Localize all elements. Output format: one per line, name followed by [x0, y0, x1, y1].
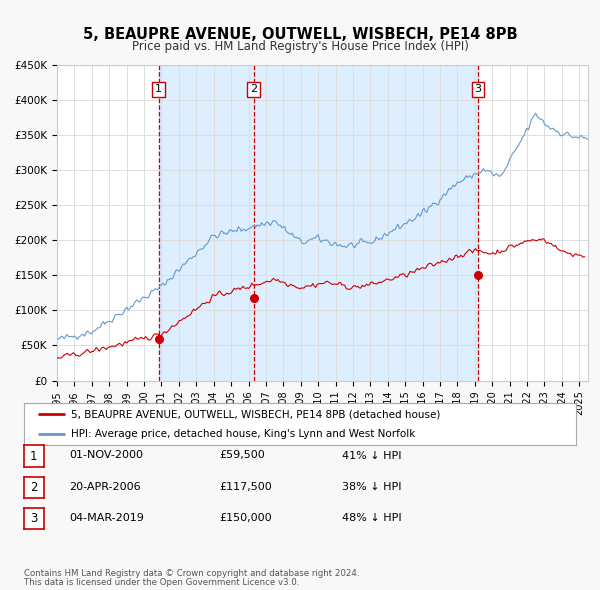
- Text: 5, BEAUPRE AVENUE, OUTWELL, WISBECH, PE14 8PB: 5, BEAUPRE AVENUE, OUTWELL, WISBECH, PE1…: [83, 27, 517, 42]
- Text: 5, BEAUPRE AVENUE, OUTWELL, WISBECH, PE14 8PB (detached house): 5, BEAUPRE AVENUE, OUTWELL, WISBECH, PE1…: [71, 409, 440, 419]
- Text: 48% ↓ HPI: 48% ↓ HPI: [342, 513, 401, 523]
- Text: 2: 2: [30, 481, 38, 494]
- Text: Price paid vs. HM Land Registry's House Price Index (HPI): Price paid vs. HM Land Registry's House …: [131, 40, 469, 53]
- Text: 20-APR-2006: 20-APR-2006: [69, 482, 140, 491]
- Text: 01-NOV-2000: 01-NOV-2000: [69, 451, 143, 460]
- Text: 1: 1: [155, 84, 162, 94]
- Bar: [158, 65, 478, 381]
- Text: £117,500: £117,500: [219, 482, 272, 491]
- Text: 04-MAR-2019: 04-MAR-2019: [69, 513, 144, 523]
- Text: 41% ↓ HPI: 41% ↓ HPI: [342, 451, 401, 460]
- Text: HPI: Average price, detached house, King's Lynn and West Norfolk: HPI: Average price, detached house, King…: [71, 429, 415, 439]
- Text: 3: 3: [30, 512, 38, 525]
- Text: 3: 3: [475, 84, 481, 94]
- Text: £59,500: £59,500: [219, 451, 265, 460]
- Text: £150,000: £150,000: [219, 513, 272, 523]
- Text: This data is licensed under the Open Government Licence v3.0.: This data is licensed under the Open Gov…: [24, 578, 299, 588]
- Text: 38% ↓ HPI: 38% ↓ HPI: [342, 482, 401, 491]
- Text: Contains HM Land Registry data © Crown copyright and database right 2024.: Contains HM Land Registry data © Crown c…: [24, 569, 359, 578]
- Text: 2: 2: [250, 84, 257, 94]
- Text: 1: 1: [30, 450, 38, 463]
